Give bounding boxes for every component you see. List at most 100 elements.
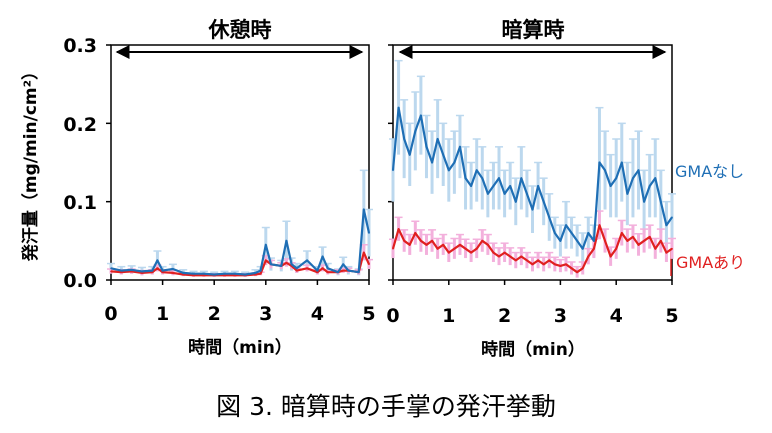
x-tick-label: 3	[554, 305, 567, 327]
data-point	[420, 114, 422, 117]
data-point	[192, 272, 195, 275]
data-point	[280, 265, 283, 267]
data-point	[234, 272, 236, 275]
data-point	[265, 244, 267, 246]
x-tick-label: 3	[259, 303, 272, 325]
data-point	[234, 274, 236, 277]
data-point	[475, 169, 478, 172]
data-point	[223, 272, 226, 275]
data-point	[604, 240, 606, 242]
data-point	[254, 273, 257, 276]
data-point	[637, 244, 640, 246]
data-point	[442, 153, 445, 156]
data-point	[403, 138, 406, 140]
data-point	[342, 263, 345, 266]
data-point	[615, 247, 617, 250]
data-point	[626, 240, 629, 242]
data-point	[392, 169, 394, 172]
data-point	[671, 247, 673, 250]
data-point	[515, 200, 517, 203]
data-point	[459, 146, 461, 148]
data-point	[285, 240, 288, 242]
data-point	[368, 232, 370, 234]
data-point	[648, 236, 651, 238]
data-point	[470, 251, 472, 254]
data-point	[643, 240, 645, 242]
data-point	[363, 208, 365, 211]
data-point	[296, 267, 298, 270]
data-point	[503, 193, 506, 195]
data-point	[593, 247, 595, 250]
data-point	[213, 273, 215, 276]
data-point	[660, 240, 662, 242]
data-point	[151, 271, 154, 274]
data-point	[182, 273, 184, 276]
data-point	[542, 263, 545, 266]
x-tick-label: 5	[665, 305, 678, 327]
data-point	[548, 259, 550, 262]
arithmetic-x-axis-title: 時間（min）	[481, 339, 585, 360]
legend-label-with-gma: GMAあり	[676, 253, 745, 272]
x-tick-label: 1	[442, 305, 455, 327]
data-point	[609, 185, 612, 187]
data-point	[565, 224, 567, 226]
data-point	[316, 269, 319, 272]
data-point	[654, 177, 657, 179]
data-point	[570, 267, 573, 270]
data-point	[420, 240, 422, 242]
data-point	[520, 177, 523, 179]
x-tick-label: 4	[311, 303, 324, 325]
data-point	[172, 268, 174, 270]
data-point	[626, 193, 629, 195]
data-point	[306, 259, 308, 262]
figure-caption: 図 3. 暗算時の手掌の発汗挙動	[216, 392, 556, 421]
data-point	[464, 247, 467, 250]
data-point	[203, 272, 205, 275]
data-point	[492, 251, 495, 254]
data-point	[397, 106, 400, 109]
data-point	[537, 259, 539, 262]
data-point	[306, 267, 308, 270]
data-point	[203, 274, 205, 277]
x-tick-label: 0	[386, 305, 399, 327]
arithmetic-panel-title: 暗算時	[502, 18, 565, 42]
data-point	[531, 208, 534, 211]
data-point	[643, 200, 645, 203]
x-tick-label: 4	[610, 305, 623, 327]
data-point	[598, 224, 601, 226]
data-point	[475, 247, 478, 250]
x-tick-label: 2	[208, 303, 221, 325]
data-point	[515, 259, 517, 262]
data-point	[316, 271, 319, 274]
data-point	[431, 161, 433, 164]
data-point	[576, 240, 578, 242]
data-point	[671, 216, 673, 219]
data-point	[570, 232, 573, 234]
data-point	[431, 240, 433, 242]
data-point	[156, 259, 159, 262]
data-point	[487, 244, 489, 246]
data-point	[459, 244, 461, 246]
data-point	[654, 247, 657, 250]
y-tick-label: 0.2	[63, 114, 97, 136]
data-point	[254, 272, 257, 274]
data-point	[110, 267, 112, 270]
data-point	[244, 273, 246, 276]
data-point	[509, 255, 512, 258]
rest-plot-frame	[110, 44, 370, 281]
data-point	[156, 267, 159, 270]
data-point	[453, 161, 456, 164]
data-point	[321, 255, 324, 258]
data-point	[498, 255, 500, 258]
data-point	[509, 185, 512, 187]
data-point	[587, 255, 590, 258]
data-point	[392, 247, 394, 250]
y-axis-title: 発汗量（mg/min/cm²）	[20, 63, 41, 262]
data-point	[448, 251, 450, 254]
data-point	[397, 228, 400, 230]
data-point	[223, 274, 226, 277]
data-point	[347, 269, 350, 272]
data-point	[425, 244, 428, 246]
